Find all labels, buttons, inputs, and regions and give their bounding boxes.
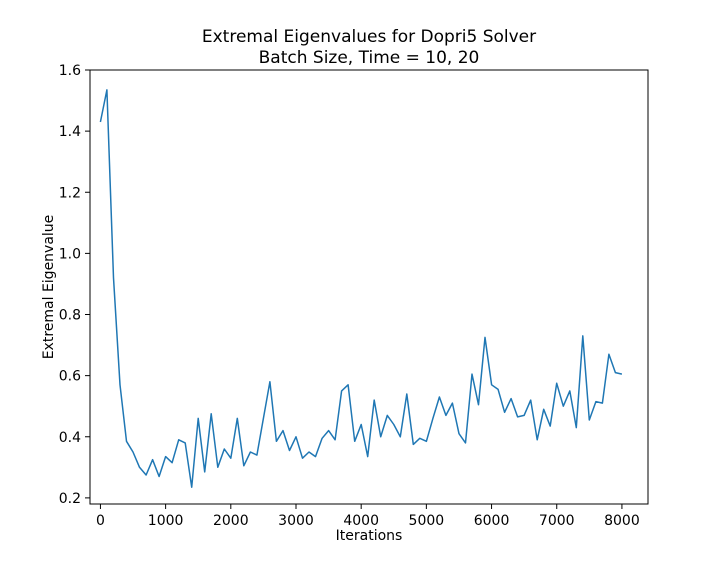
plot-area-frame [89, 69, 649, 505]
y-tick-label: 1.4 [59, 124, 81, 140]
y-tick-label: 1.2 [59, 185, 81, 201]
series-line [99, 89, 623, 488]
x-tick-label: 5000 [409, 513, 445, 529]
y-axis-ticks: 0.2 0.4 0.6 0.8 1.0 1.2 1.4 1.6 [59, 63, 90, 507]
y-tick-label: 1.0 [59, 246, 81, 262]
x-tick-label: 7000 [539, 513, 575, 529]
x-tick-label: 4000 [343, 513, 379, 529]
y-tick-label: 0.6 [59, 369, 81, 385]
x-tick-label: 2000 [213, 513, 249, 529]
y-axis-label: Extremal Eigenvalue [41, 215, 57, 360]
chart-subtitle: Batch Size, Time = 10, 20 [259, 48, 480, 68]
x-axis-ticks: 0 1000 2000 3000 4000 5000 6000 7000 8000 [96, 504, 640, 529]
x-tick-label: 6000 [474, 513, 510, 529]
chart-title: Extremal Eigenvalues for Dopri5 Solver [202, 27, 536, 47]
y-tick-label: 0.4 [59, 430, 81, 446]
x-tick-label: 0 [96, 513, 105, 529]
x-tick-label: 3000 [278, 513, 314, 529]
x-axis-label: Iterations [336, 528, 403, 544]
x-tick-label: 1000 [148, 513, 184, 529]
y-tick-label: 1.6 [59, 63, 81, 79]
y-tick-label: 0.2 [59, 491, 81, 507]
y-tick-label: 0.8 [59, 308, 81, 324]
x-tick-label: 8000 [604, 513, 640, 529]
